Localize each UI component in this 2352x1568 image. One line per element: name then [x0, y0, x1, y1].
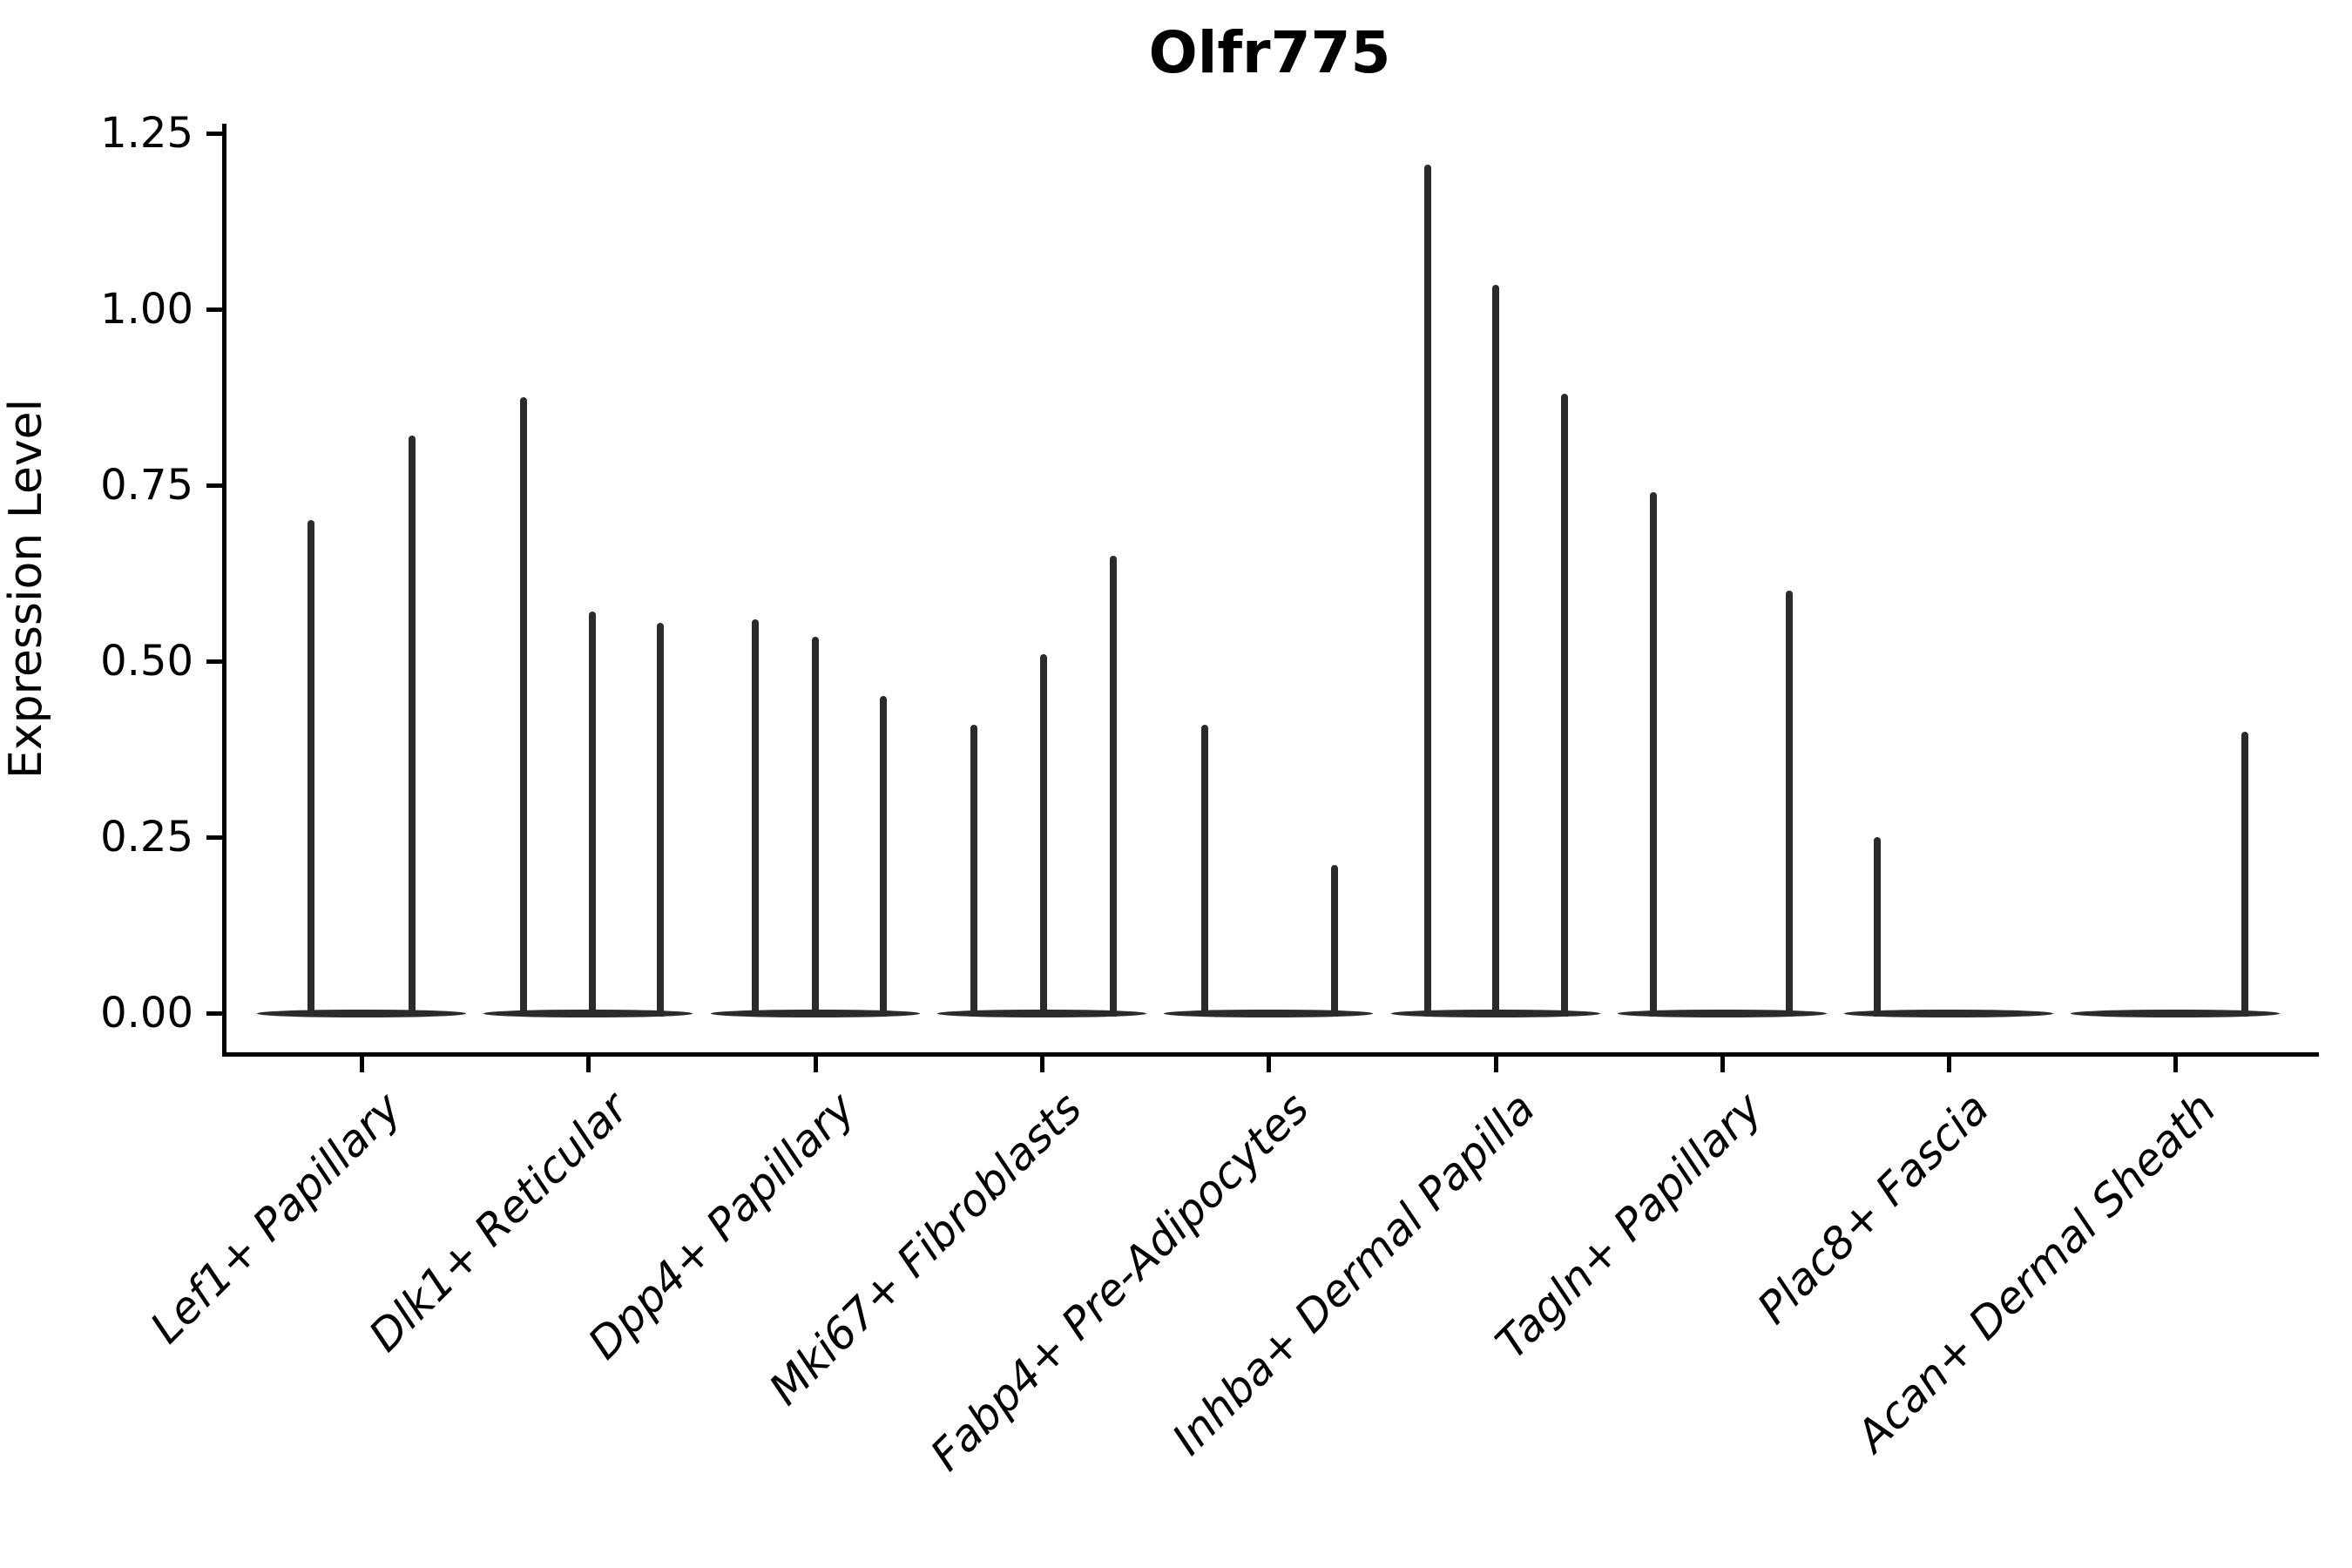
violin-spike [657, 622, 665, 1017]
violin-spike [1649, 492, 1657, 1017]
x-tick-label: Acan+ Dermal Sheath [1846, 1083, 2226, 1462]
x-tick-label: Fabp4+ Pre-Adipocytes [920, 1083, 1319, 1481]
violin-spike [751, 618, 759, 1017]
x-tick-mark [586, 1057, 591, 1072]
violin-spike [1874, 837, 1882, 1017]
violin-spike [1423, 165, 1431, 1017]
x-tick-mark [1493, 1057, 1498, 1072]
violin-spike [308, 520, 314, 1017]
y-tick-mark [206, 835, 222, 840]
x-tick-mark [813, 1057, 818, 1072]
y-tick-label: 0.00 [100, 989, 193, 1037]
violin-spike [1560, 393, 1568, 1017]
violin-base [1164, 1010, 1374, 1017]
y-axis-label: Expression Level [0, 398, 52, 780]
violin-spike [1331, 865, 1339, 1017]
x-tick-mark [1947, 1057, 1952, 1072]
violin-base [257, 1010, 466, 1017]
y-tick-mark [206, 483, 222, 488]
violin-base [1844, 1010, 2054, 1017]
violin-spike [409, 436, 416, 1017]
violin-base [483, 1010, 693, 1017]
y-tick-label: 0.50 [100, 637, 193, 686]
violin-base [2071, 1010, 2281, 1017]
y-tick-label: 0.25 [100, 813, 193, 862]
violin-spike [1785, 591, 1793, 1017]
violin-spike [879, 696, 887, 1017]
x-tick-label: Plac8+ Fascia [1747, 1083, 1999, 1334]
violin-spike [520, 397, 528, 1017]
chart-title: Olfr775 [1148, 19, 1391, 86]
violin-spike [1109, 555, 1117, 1017]
violin-base [1617, 1010, 1827, 1017]
y-tick-label: 0.75 [100, 461, 193, 510]
x-tick-mark [2173, 1057, 2179, 1072]
violin-spike [970, 724, 977, 1017]
x-tick-mark [1039, 1057, 1044, 1072]
y-axis-spine [222, 124, 226, 1057]
y-tick-mark [206, 659, 222, 664]
y-tick-mark [206, 308, 222, 312]
violin-spike [2241, 731, 2249, 1017]
x-tick-label: Lef1+ Papillary [140, 1083, 412, 1354]
violin-spike [1201, 724, 1209, 1017]
violin-spike [811, 636, 819, 1017]
x-tick-mark [1720, 1057, 1725, 1072]
x-tick-label: Inhba+ Dermal Papilla [1163, 1083, 1545, 1465]
x-tick-mark [360, 1057, 364, 1072]
y-tick-mark [206, 132, 222, 136]
y-tick-label: 1.25 [100, 109, 193, 158]
y-tick-label: 1.00 [100, 285, 193, 334]
violin-spike [589, 612, 597, 1017]
x-axis-spine [222, 1052, 2319, 1057]
violin-spike [1491, 284, 1499, 1017]
violin-spike [1039, 653, 1047, 1017]
y-tick-mark [206, 1011, 222, 1016]
x-tick-mark [1267, 1057, 1272, 1072]
